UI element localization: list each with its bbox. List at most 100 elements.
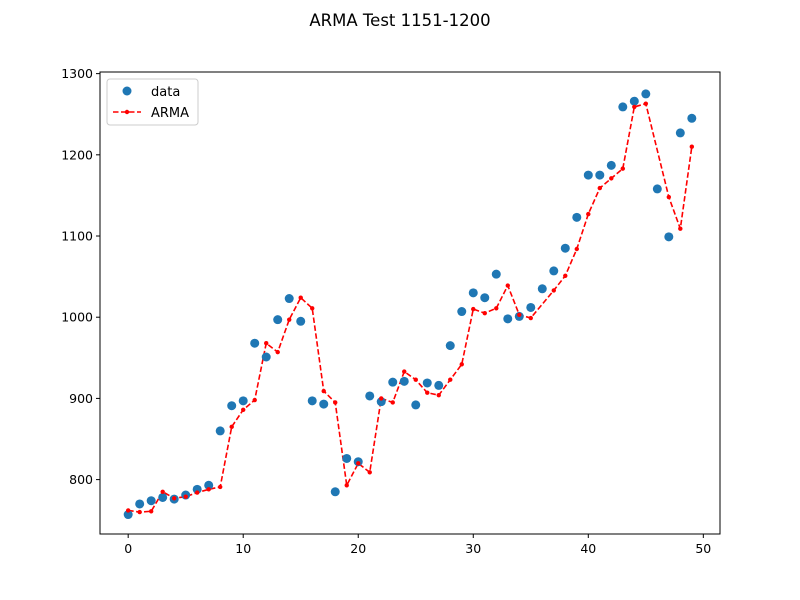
data-point (503, 314, 513, 324)
data-point (526, 302, 536, 312)
data-point (123, 510, 133, 520)
arma-point (390, 400, 395, 405)
arma-point (678, 226, 683, 231)
data-point (307, 396, 317, 406)
x-tick-label: 10 (235, 541, 251, 556)
data-point (549, 266, 559, 276)
data-point (238, 396, 248, 406)
data-point (273, 315, 283, 325)
arma-point (241, 407, 246, 412)
arma-point (689, 144, 695, 149)
x-tick-label: 30 (465, 541, 481, 556)
data-point (158, 492, 168, 502)
arma-point (344, 483, 349, 488)
arma-point (264, 340, 269, 346)
y-tick-label: 1200 (61, 147, 93, 162)
arma-point (632, 104, 637, 110)
arma-point (310, 306, 315, 311)
data-point (422, 378, 432, 388)
data-point (606, 160, 616, 170)
arma-point (298, 295, 303, 300)
arma-point (482, 310, 487, 316)
data-point (583, 170, 593, 180)
arma-point (194, 490, 200, 495)
arma-point (586, 211, 591, 217)
data-point (457, 307, 467, 317)
data-point (572, 212, 582, 222)
y-tick-label: 800 (69, 472, 93, 487)
arma-point (609, 176, 614, 181)
arma-point (125, 508, 131, 513)
data-point (135, 499, 145, 509)
arma-point (574, 246, 579, 252)
arma-point (471, 306, 476, 312)
arma-point (183, 494, 188, 499)
arma-point (425, 390, 430, 395)
y-tick-label: 1300 (61, 66, 93, 81)
data-point (296, 316, 306, 326)
arma-point (367, 470, 372, 475)
arma-point (252, 397, 257, 403)
arma-point (528, 315, 533, 321)
plot-area (100, 72, 720, 534)
x-tick-label: 20 (350, 541, 366, 556)
data-point (618, 102, 628, 112)
legend: data ARMA (106, 78, 199, 126)
data-point (560, 243, 570, 253)
legend-label-data: data (151, 85, 180, 100)
data-point (146, 496, 156, 506)
arma-point (413, 377, 418, 382)
arma-point (333, 400, 338, 405)
arma-point (287, 317, 292, 322)
data-point (261, 352, 271, 362)
arma-point (379, 396, 384, 401)
x-tick-label: 0 (124, 541, 132, 556)
data-point (445, 341, 455, 351)
plot-frame (99, 71, 721, 535)
data-point (365, 391, 375, 401)
y-tick-label: 1000 (61, 310, 93, 325)
legend-marker-arma (124, 109, 130, 115)
arma-point (206, 487, 211, 492)
data-point (641, 89, 651, 99)
legend-label-arma: ARMA (151, 106, 189, 121)
data-point (388, 377, 398, 387)
data-point (468, 288, 478, 298)
x-tick-label: 40 (580, 541, 596, 556)
y-tick-label: 1100 (61, 229, 93, 244)
data-point (399, 376, 409, 386)
arma-point (229, 424, 234, 430)
data-point (411, 400, 421, 410)
data-point (480, 293, 490, 303)
data-point (330, 487, 340, 497)
arma-point (620, 166, 626, 171)
arma-point (436, 392, 441, 398)
x-tick-label: 50 (695, 541, 711, 556)
arma-point (171, 496, 177, 501)
arma-point (643, 101, 649, 106)
arma-point (666, 194, 672, 200)
series-layer (123, 89, 697, 520)
data-point (204, 480, 214, 490)
data-point (664, 232, 674, 242)
data-point (629, 96, 639, 106)
arma-point (275, 349, 280, 355)
data-point (215, 426, 225, 436)
arma-point (551, 288, 556, 293)
chart-title: ARMA Test 1151-1200 (309, 11, 490, 30)
axis-ticks: 0 10 20 30 40 50 800 900 1000 1100 1200 1300 (61, 66, 711, 556)
arma-point (448, 377, 453, 382)
arma-point (160, 489, 165, 494)
arma-point (597, 185, 602, 191)
data-point (537, 284, 547, 294)
arma-point (494, 306, 499, 311)
arma-point (148, 509, 154, 514)
data-point (595, 170, 605, 180)
data-point (227, 401, 237, 411)
data-point (675, 128, 685, 138)
data-point (342, 453, 352, 463)
arma-point (505, 283, 510, 288)
data-point (284, 294, 294, 304)
arma-point (218, 484, 223, 490)
